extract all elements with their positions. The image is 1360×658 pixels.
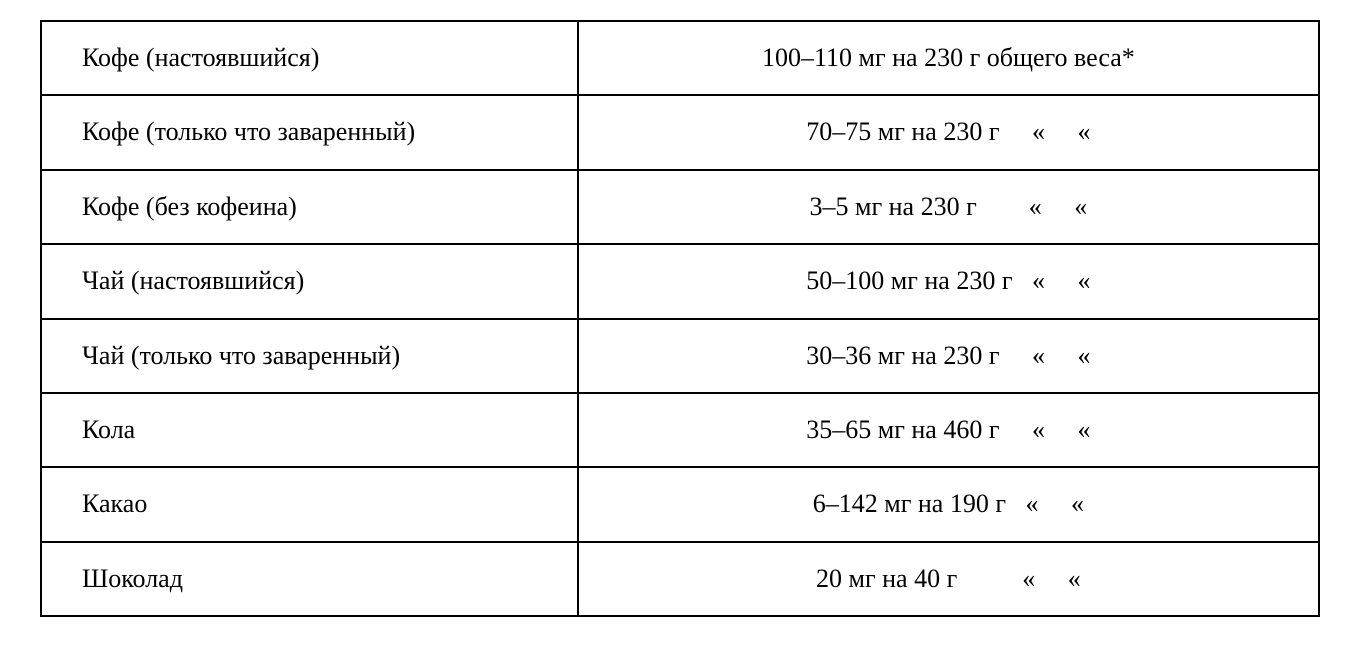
amount-cell: 70–75 мг на 230 г « «	[578, 95, 1319, 169]
product-cell: Кофе (только что заваренный)	[41, 95, 578, 169]
product-cell: Чай (настоявшийся)	[41, 244, 578, 318]
product-cell: Шоколад	[41, 542, 578, 616]
amount-cell: 6–142 мг на 190 г « «	[578, 467, 1319, 541]
table-row: Чай (только что заваренный) 30–36 мг на …	[41, 319, 1319, 393]
table-row: Чай (настоявшийся) 50–100 мг на 230 г « …	[41, 244, 1319, 318]
amount-text: 35–65 мг на 460 г « «	[806, 412, 1090, 448]
amount-cell: 50–100 мг на 230 г « «	[578, 244, 1319, 318]
table-row: Кофе (настоявшийся) 100–110 мг на 230 г …	[41, 21, 1319, 95]
amount-cell: 30–36 мг на 230 г « «	[578, 319, 1319, 393]
table-row: Кофе (только что заваренный) 70–75 мг на…	[41, 95, 1319, 169]
amount-text: 20 мг на 40 г « «	[816, 561, 1081, 597]
product-cell: Чай (только что заваренный)	[41, 319, 578, 393]
amount-text: 6–142 мг на 190 г « «	[813, 486, 1084, 522]
table-row: Какао 6–142 мг на 190 г « «	[41, 467, 1319, 541]
table-row: Кофе (без кофеина) 3–5 мг на 230 г « «	[41, 170, 1319, 244]
product-cell: Кофе (без кофеина)	[41, 170, 578, 244]
amount-text: 30–36 мг на 230 г « «	[806, 338, 1090, 374]
amount-text: 100–110 мг на 230 г общего веса*	[762, 40, 1135, 76]
amount-cell: 35–65 мг на 460 г « «	[578, 393, 1319, 467]
table-row: Кола 35–65 мг на 460 г « «	[41, 393, 1319, 467]
amount-cell: 3–5 мг на 230 г « «	[578, 170, 1319, 244]
amount-cell: 100–110 мг на 230 г общего веса*	[578, 21, 1319, 95]
amount-text: 50–100 мг на 230 г « «	[806, 263, 1090, 299]
product-cell: Кола	[41, 393, 578, 467]
caffeine-content-table: Кофе (настоявшийся) 100–110 мг на 230 г …	[40, 20, 1320, 617]
table-row: Шоколад 20 мг на 40 г « «	[41, 542, 1319, 616]
amount-cell: 20 мг на 40 г « «	[578, 542, 1319, 616]
amount-text: 3–5 мг на 230 г « «	[810, 189, 1088, 225]
amount-text: 70–75 мг на 230 г « «	[806, 114, 1090, 150]
product-cell: Какао	[41, 467, 578, 541]
product-cell: Кофе (настоявшийся)	[41, 21, 578, 95]
